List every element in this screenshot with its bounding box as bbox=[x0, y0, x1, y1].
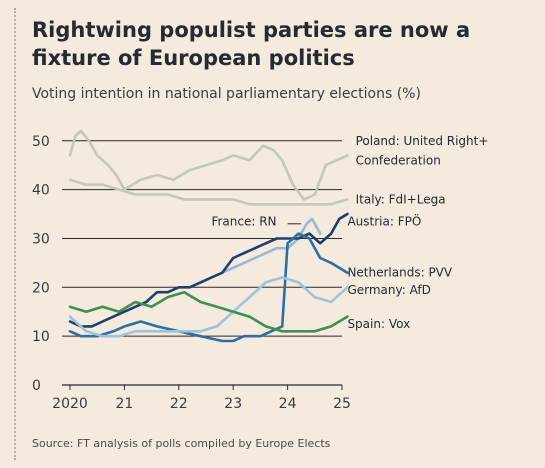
series-line bbox=[68, 129, 349, 201]
y-tick-label: 20 bbox=[32, 280, 50, 296]
chart-title: Rightwing populist parties are now a fix… bbox=[32, 18, 471, 70]
series-label: Netherlands: PVV bbox=[347, 266, 452, 280]
chart-frame bbox=[14, 8, 536, 460]
series-line bbox=[68, 178, 349, 206]
series-label: Austria: FPÖ bbox=[347, 212, 421, 228]
series-line bbox=[199, 217, 322, 284]
series-line bbox=[68, 232, 349, 343]
y-tick-label: 50 bbox=[32, 134, 50, 150]
series-line bbox=[68, 290, 349, 333]
series-label: France: RN bbox=[211, 214, 276, 228]
source-note: Source: FT analysis of polls compiled by… bbox=[32, 437, 331, 450]
x-tick-label: 2020 bbox=[52, 396, 88, 412]
chart-subtitle: Voting intention in national parliamenta… bbox=[32, 86, 421, 102]
series-label: Spain: Vox bbox=[347, 317, 410, 331]
x-tick-label: 24 bbox=[279, 396, 297, 412]
series-label: Italy: FdI+Lega bbox=[356, 192, 446, 206]
x-tick-label: 22 bbox=[170, 396, 188, 412]
series-line bbox=[68, 276, 349, 338]
y-tick-label: 0 bbox=[32, 378, 41, 394]
x-tick-label: 25 bbox=[333, 396, 351, 412]
series-label: Germany: AfD bbox=[347, 283, 430, 297]
y-tick-label: 10 bbox=[32, 329, 50, 345]
series-line bbox=[68, 212, 349, 328]
x-tick-label: 23 bbox=[224, 396, 242, 412]
x-tick-label: 21 bbox=[115, 396, 133, 412]
y-tick-label: 40 bbox=[32, 183, 50, 199]
series-label: Poland: United Right+ bbox=[356, 134, 489, 148]
series-label: Confederation bbox=[356, 153, 441, 167]
y-tick-label: 30 bbox=[32, 231, 50, 247]
